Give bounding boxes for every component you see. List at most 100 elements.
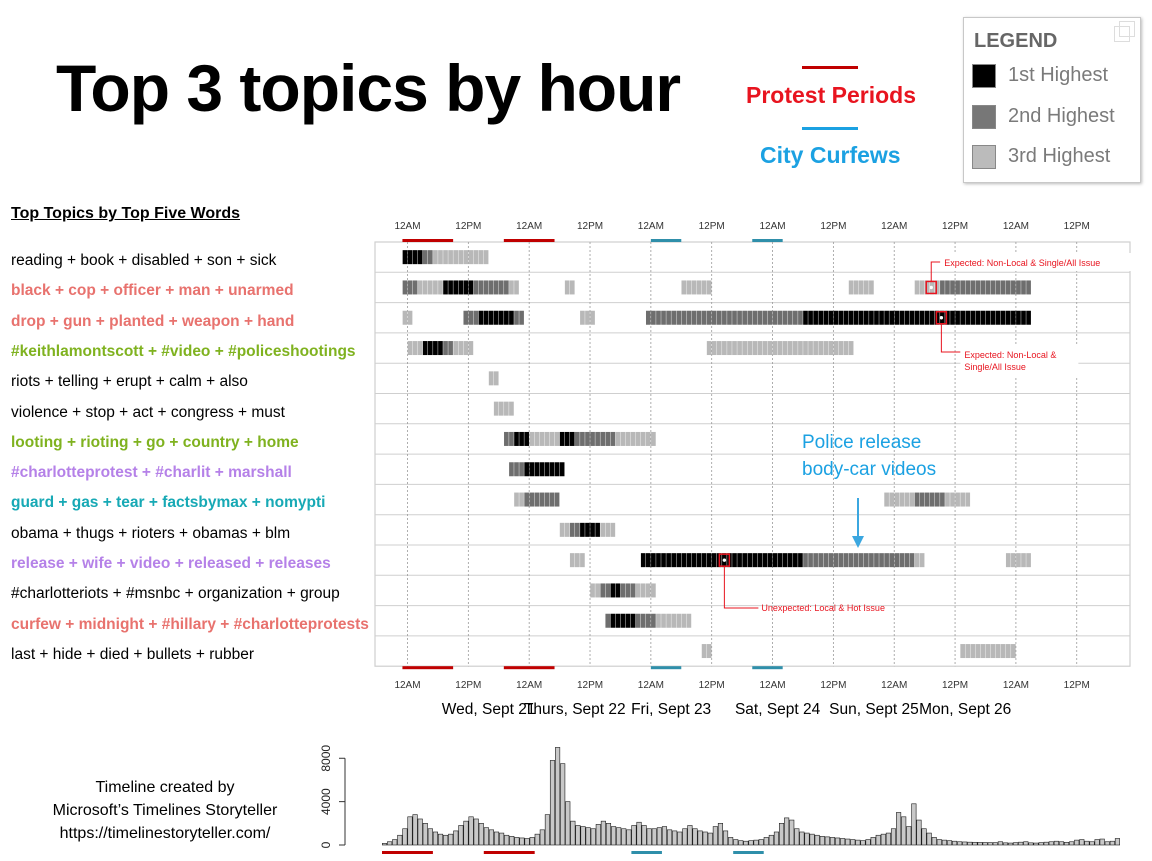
heat-cell (950, 492, 955, 507)
heat-cell (676, 613, 682, 628)
heat-cell (691, 280, 697, 295)
heat-cell (605, 522, 611, 537)
heat-cell (904, 553, 910, 568)
heat-cell (696, 310, 702, 325)
histogram-bar (809, 833, 815, 846)
histogram-bar (1018, 841, 1024, 846)
heat-cell (458, 250, 464, 265)
histogram-bar (1084, 840, 1090, 846)
heat-cell (575, 431, 580, 446)
protest-period-bar-top (402, 239, 454, 242)
heat-cell (838, 341, 844, 356)
top-tick-label: 12AM (881, 221, 907, 232)
heat-cell (676, 553, 682, 568)
heat-cell (443, 280, 448, 295)
protest-period-key-label: Protest Periods (746, 82, 916, 108)
histogram-bar (448, 833, 454, 846)
heat-cell (1016, 280, 1021, 295)
heat-cell (569, 553, 575, 568)
heat-cell (488, 371, 494, 386)
bottom-tick-label: 12AM (638, 680, 664, 691)
copy-icon[interactable] (1114, 21, 1135, 42)
heat-cell (843, 341, 849, 356)
heat-cell (438, 341, 443, 356)
heat-cell (412, 280, 418, 295)
histogram-bar (743, 840, 749, 846)
histogram-bar (488, 829, 494, 846)
heat-cell (590, 583, 595, 598)
histogram-bar (845, 838, 851, 846)
heat-cell (463, 341, 469, 356)
heat-cell (478, 280, 484, 295)
heat-cell (833, 341, 839, 356)
heat-cell (970, 310, 976, 325)
bottom-tick-label: 12PM (699, 680, 725, 691)
heat-cell (1021, 310, 1026, 325)
heat-cell (493, 371, 499, 386)
heat-cell (478, 310, 484, 325)
heat-cell (529, 462, 535, 477)
histogram-bar (1002, 842, 1009, 846)
heat-cell (554, 492, 560, 507)
heat-cell (798, 310, 803, 325)
heat-cell (798, 553, 803, 568)
histogram-bar (890, 828, 897, 846)
heat-cell (985, 310, 991, 325)
footer-link[interactable]: https://timelinestoryteller.com/ (59, 825, 271, 842)
heat-cell (909, 553, 915, 568)
histogram-bar (692, 828, 698, 846)
heat-cell (752, 341, 758, 356)
heat-cell (696, 280, 702, 295)
heat-cell (884, 492, 889, 507)
heat-cell (580, 431, 585, 446)
heat-cell (645, 553, 651, 568)
histogram-bar (906, 826, 912, 846)
histogram-bar (977, 842, 983, 846)
heat-cell (950, 310, 955, 325)
legend-swatch-3rd (972, 145, 996, 169)
legend-title: LEGEND (974, 30, 1058, 52)
curfew-bar-top (650, 239, 682, 242)
heat-cell (656, 310, 661, 325)
histogram-bar (1033, 842, 1039, 846)
heat-cell (752, 310, 758, 325)
heat-cell (640, 583, 646, 598)
histogram-bar (952, 840, 958, 846)
heat-cell (838, 310, 844, 325)
city-curfew-key-line (802, 127, 858, 130)
histogram-bar (1064, 841, 1070, 846)
histogram-bar (1109, 840, 1115, 846)
heat-cell (645, 613, 651, 628)
heat-cell (894, 310, 900, 325)
heat-cell (772, 341, 778, 356)
heat-cell (595, 522, 600, 537)
heat-cell (666, 613, 671, 628)
heat-cell (630, 431, 636, 446)
heat-cell (549, 492, 555, 507)
heat-cell (970, 644, 976, 659)
bottom-tick-label: 12PM (942, 680, 968, 691)
histogram-bar (519, 837, 525, 846)
heat-cell (407, 250, 413, 265)
topic-label-1: black + cop + officer + man + unarmed (11, 282, 294, 300)
day-label: Wed, Sept 21 (442, 701, 536, 718)
heat-cell (651, 583, 656, 598)
topic-label-6: looting + rioting + go + country + home (11, 433, 299, 451)
histogram-bar (712, 826, 718, 846)
topic-label-9: obama + thugs + rioters + obamas + blm (11, 524, 291, 542)
heat-cell (453, 250, 458, 265)
histogram-bar (855, 839, 861, 846)
heat-cell (975, 280, 981, 295)
histogram-bar (957, 841, 963, 846)
heat-cell (732, 341, 737, 356)
histogram-bar (580, 826, 586, 846)
histogram-bar (661, 826, 668, 846)
heat-cell (407, 310, 413, 325)
heat-cell (955, 280, 960, 295)
histogram-bar (967, 841, 973, 846)
heat-cell (509, 310, 514, 325)
histogram-bar (621, 828, 627, 846)
heat-cell (493, 401, 499, 416)
heat-cell (960, 280, 965, 295)
legend-label-3rd: 3rd Highest (1008, 145, 1111, 167)
